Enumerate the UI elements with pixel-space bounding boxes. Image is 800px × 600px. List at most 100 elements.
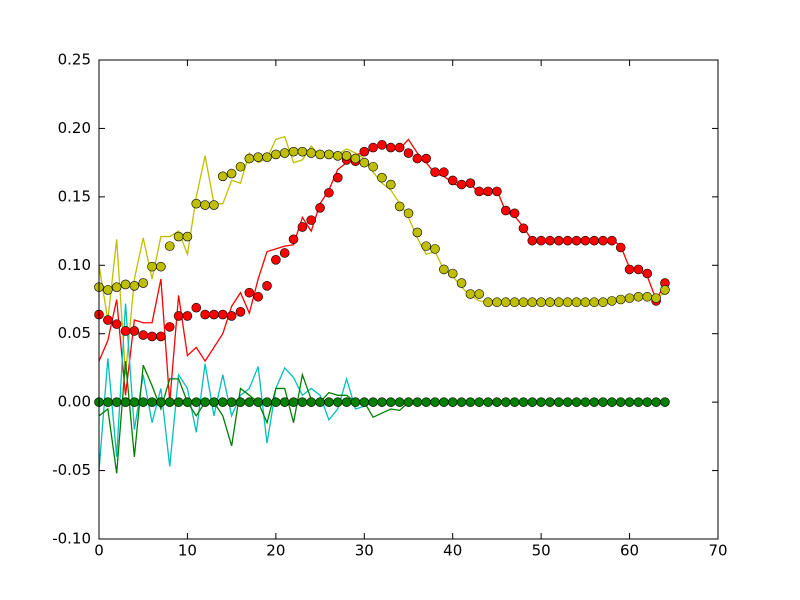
marker — [226, 397, 237, 407]
marker — [120, 279, 131, 290]
marker — [465, 397, 476, 407]
y-tick-label: -0.05 — [52, 461, 91, 479]
marker — [279, 397, 290, 407]
marker — [642, 268, 653, 279]
y-tick-label: 0.20 — [58, 119, 91, 137]
marker — [341, 397, 352, 407]
marker — [200, 200, 210, 210]
marker — [244, 287, 255, 298]
marker — [386, 179, 396, 190]
marker — [536, 397, 546, 407]
marker — [412, 153, 423, 164]
marker — [580, 297, 591, 308]
y-tick-label: 0.00 — [58, 393, 91, 411]
marker — [350, 397, 361, 407]
marker — [324, 397, 334, 407]
marker — [580, 397, 591, 407]
marker — [173, 311, 184, 321]
marker — [262, 152, 272, 162]
marker — [315, 397, 325, 407]
marker — [262, 397, 272, 407]
marker — [253, 152, 263, 162]
marker — [598, 235, 608, 246]
marker — [527, 297, 538, 308]
marker — [633, 291, 644, 302]
marker — [191, 397, 202, 407]
marker — [368, 397, 378, 407]
marker — [421, 241, 431, 251]
marker — [164, 241, 175, 251]
marker — [412, 397, 423, 407]
marker — [103, 315, 113, 325]
marker — [129, 326, 140, 336]
marker — [350, 153, 361, 164]
marker — [492, 397, 502, 407]
marker — [103, 285, 113, 295]
marker — [359, 157, 370, 168]
marker — [394, 142, 405, 153]
marker — [403, 148, 414, 158]
marker — [138, 330, 149, 340]
line — [98, 135, 666, 375]
marker — [164, 322, 175, 332]
marker — [173, 231, 184, 242]
y-tick-label: 0.10 — [58, 256, 91, 274]
marker — [571, 397, 582, 407]
marker — [500, 205, 511, 216]
marker — [368, 142, 378, 153]
marker — [235, 307, 246, 317]
marker — [500, 297, 511, 308]
marker — [297, 222, 308, 232]
marker — [474, 289, 485, 299]
marker — [474, 397, 485, 407]
marker — [120, 326, 131, 336]
plot-frame — [98, 59, 719, 540]
x-tick-label: 50 — [532, 542, 551, 560]
x-tick-label: 20 — [266, 542, 285, 560]
marker — [439, 397, 449, 407]
marker — [607, 397, 617, 407]
marker — [315, 149, 325, 160]
marker — [377, 172, 387, 183]
marker — [518, 397, 529, 407]
marker — [633, 397, 644, 407]
marker — [218, 309, 228, 320]
marker — [156, 261, 166, 272]
marker — [218, 397, 228, 407]
line — [98, 361, 665, 474]
marker — [403, 208, 414, 219]
marker — [244, 397, 255, 407]
marker — [607, 235, 617, 246]
marker — [624, 293, 635, 303]
marker — [483, 297, 493, 308]
marker — [456, 278, 467, 288]
marker — [554, 397, 564, 407]
marker — [430, 397, 440, 407]
marker — [226, 311, 237, 321]
marker — [554, 297, 564, 308]
marker — [359, 397, 370, 407]
marker — [518, 223, 529, 234]
marker — [218, 171, 228, 182]
marker — [306, 397, 317, 407]
marker — [156, 331, 166, 342]
x-tick-label: 0 — [94, 542, 104, 560]
x-tick-label: 40 — [443, 542, 462, 560]
marker — [394, 397, 405, 407]
marker — [598, 297, 608, 308]
marker — [182, 231, 193, 242]
marker — [545, 297, 555, 308]
marker — [182, 311, 193, 321]
marker — [562, 235, 573, 246]
marker — [244, 153, 255, 164]
marker — [589, 297, 600, 308]
marker — [536, 235, 546, 246]
marker — [191, 302, 202, 313]
marker — [235, 397, 246, 407]
marker — [111, 282, 122, 292]
marker — [120, 397, 131, 407]
marker — [359, 146, 370, 157]
marker — [297, 146, 308, 157]
y-tick-label: 0.25 — [58, 51, 91, 69]
marker — [554, 235, 564, 246]
